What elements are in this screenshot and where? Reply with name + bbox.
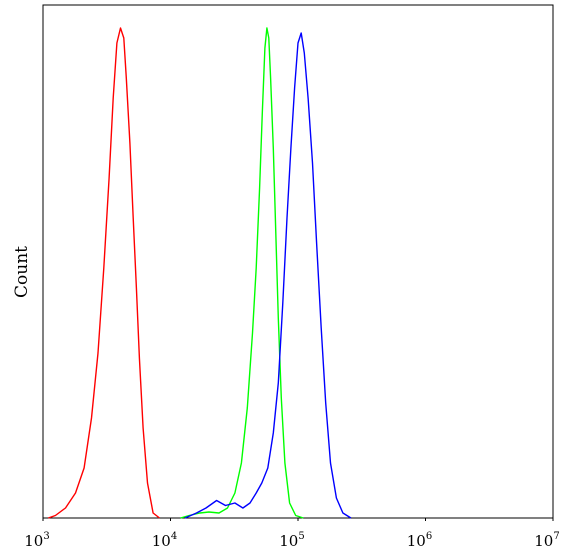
x-tick-label: 107: [534, 531, 559, 550]
x-tick-label: 104: [152, 531, 177, 550]
x-tick-label: 105: [279, 531, 304, 550]
x-tick-label: 106: [407, 531, 432, 550]
histogram-series-2: [180, 27, 304, 519]
series-layer: [48, 27, 352, 519]
x-tick-labels: 103 104 105 106 107: [24, 518, 560, 550]
plot-frame: [42, 4, 554, 519]
histogram-series-3: [184, 32, 352, 519]
histogram-series-1: [48, 27, 160, 519]
x-tick-label: 103: [24, 531, 49, 550]
y-axis-title: Count: [12, 246, 32, 298]
